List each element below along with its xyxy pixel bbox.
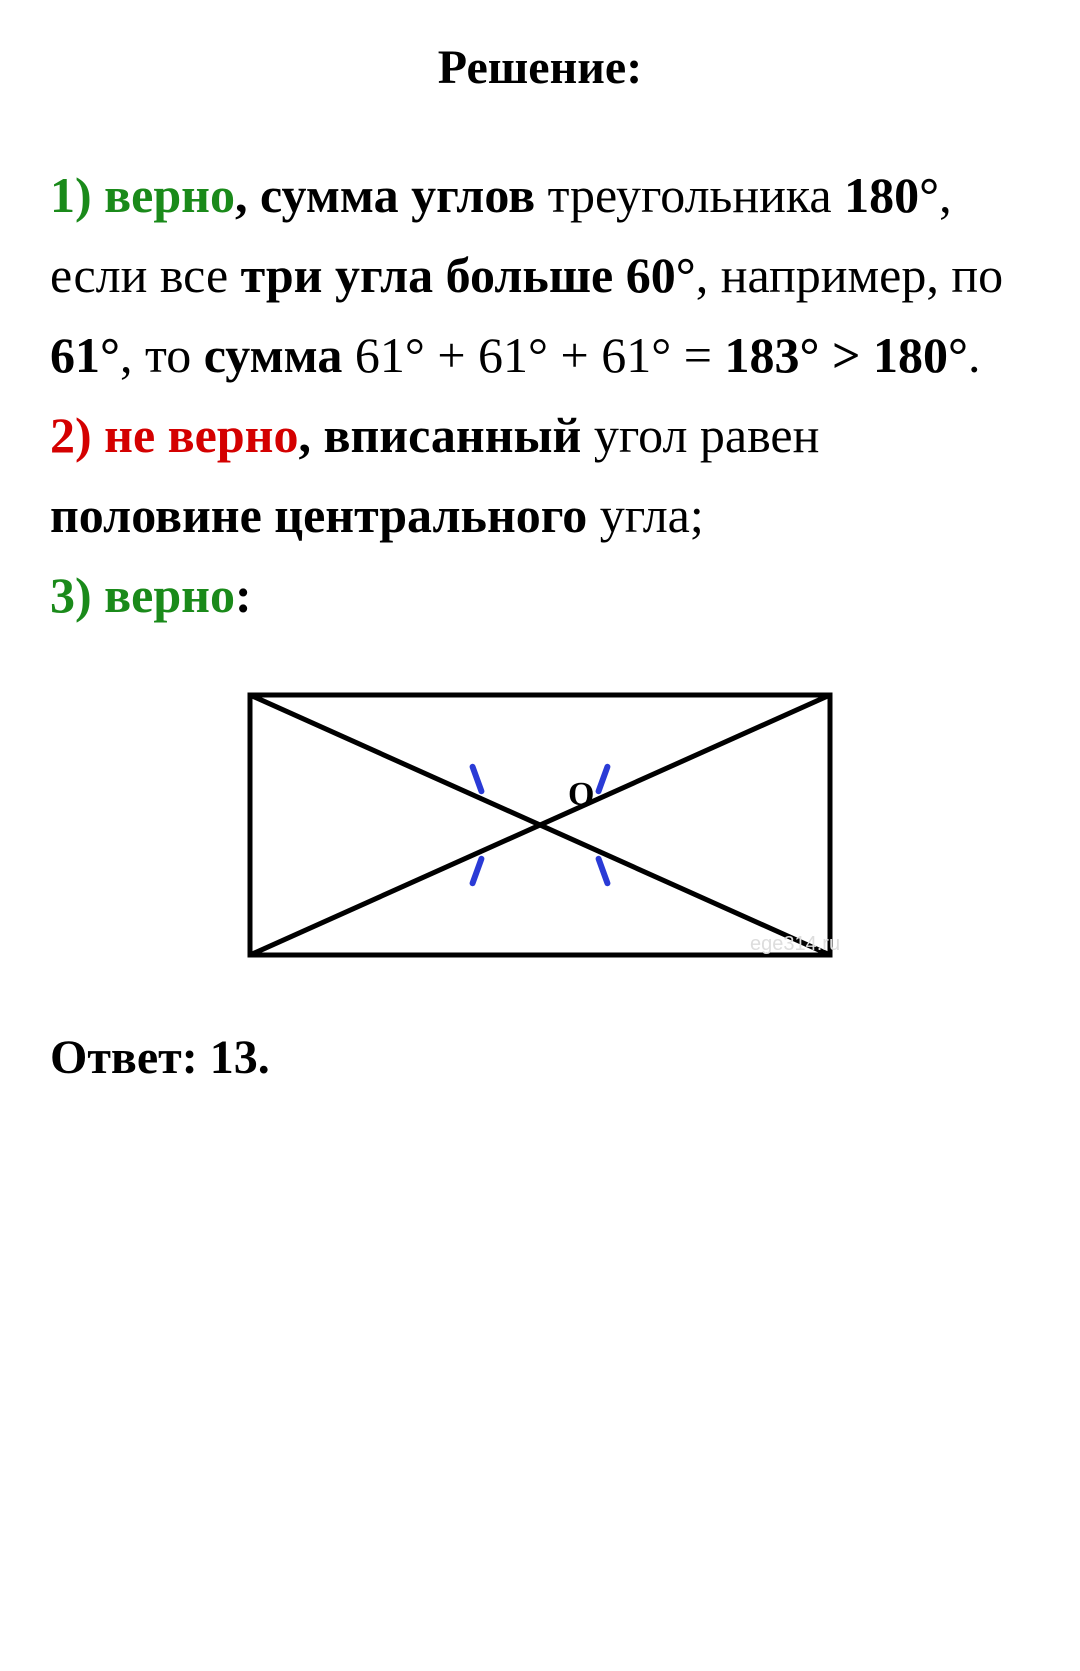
rectangle-diagonals-diagram: Oege314.ru: [230, 675, 850, 975]
t: 183° > 180°: [724, 327, 967, 383]
item2-verdict: не верно: [104, 407, 298, 463]
t: , то: [120, 327, 204, 383]
t: половине центрального: [50, 487, 587, 543]
t: три угла больше 60°: [241, 247, 696, 303]
solution-body: 1) верно, сумма углов треугольника 180°,…: [50, 155, 1030, 635]
t: угол равен: [581, 407, 819, 463]
svg-text:ege314.ru: ege314.ru: [750, 933, 840, 955]
t: 180°: [844, 167, 939, 223]
t: треугольника: [535, 167, 844, 223]
t: угла;: [587, 487, 704, 543]
item2-num: 2): [50, 407, 104, 463]
t: 61° + 61° + 61° =: [342, 327, 724, 383]
item3-verdict: верно: [104, 567, 235, 623]
diagram-container: Oege314.ru: [50, 675, 1030, 980]
t: ,: [298, 407, 323, 463]
item1-num: 1): [50, 167, 104, 223]
svg-text:O: O: [568, 776, 594, 813]
t: :: [235, 567, 252, 623]
solution-title: Решение:: [50, 40, 1030, 95]
t: вписанный: [323, 407, 581, 463]
answer-line: Ответ: 13.: [50, 1030, 1030, 1085]
t: , например, по: [696, 247, 1003, 303]
t: .: [968, 327, 981, 383]
t: 61°: [50, 327, 120, 383]
item1-verdict: верно: [104, 167, 235, 223]
t: сумма углов: [260, 167, 535, 223]
item3-num: 3): [50, 567, 104, 623]
t: ,: [235, 167, 260, 223]
t: сумма: [204, 327, 343, 383]
